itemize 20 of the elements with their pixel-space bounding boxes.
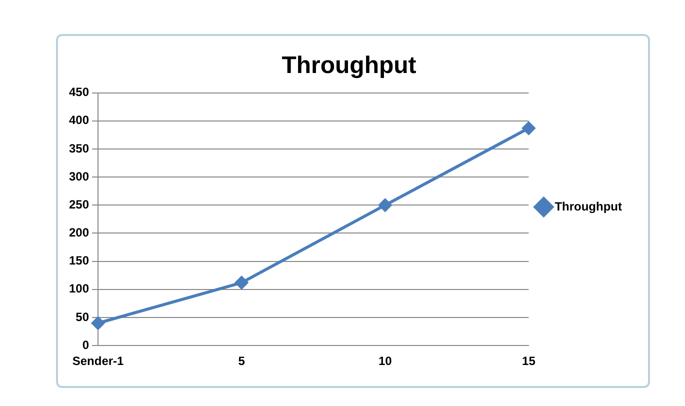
point <box>522 122 536 135</box>
y-tick-label: 300 <box>68 169 90 184</box>
y-tick-label: 100 <box>68 282 90 296</box>
y-tick-label: 400 <box>68 113 90 128</box>
y-tick-label: 350 <box>68 141 90 156</box>
y-tick-label: 50 <box>76 310 90 324</box>
point <box>235 276 248 290</box>
point <box>378 198 392 212</box>
chart-title: Throughput <box>282 52 416 80</box>
x-tick-label: Sender-1 <box>72 354 124 368</box>
x-tick-label: 15 <box>522 354 536 368</box>
y-tick-label: 250 <box>68 197 90 212</box>
x-tick-label: 5 <box>238 354 246 368</box>
y-tick-label: 150 <box>68 254 90 268</box>
y-tick-label: 450 <box>68 85 90 100</box>
point <box>92 316 105 330</box>
y-tick-label: 0 <box>82 338 90 352</box>
legend-label: Throughput <box>554 199 622 214</box>
y-tick-label: 200 <box>68 226 90 240</box>
x-tick-label: 10 <box>378 354 392 368</box>
